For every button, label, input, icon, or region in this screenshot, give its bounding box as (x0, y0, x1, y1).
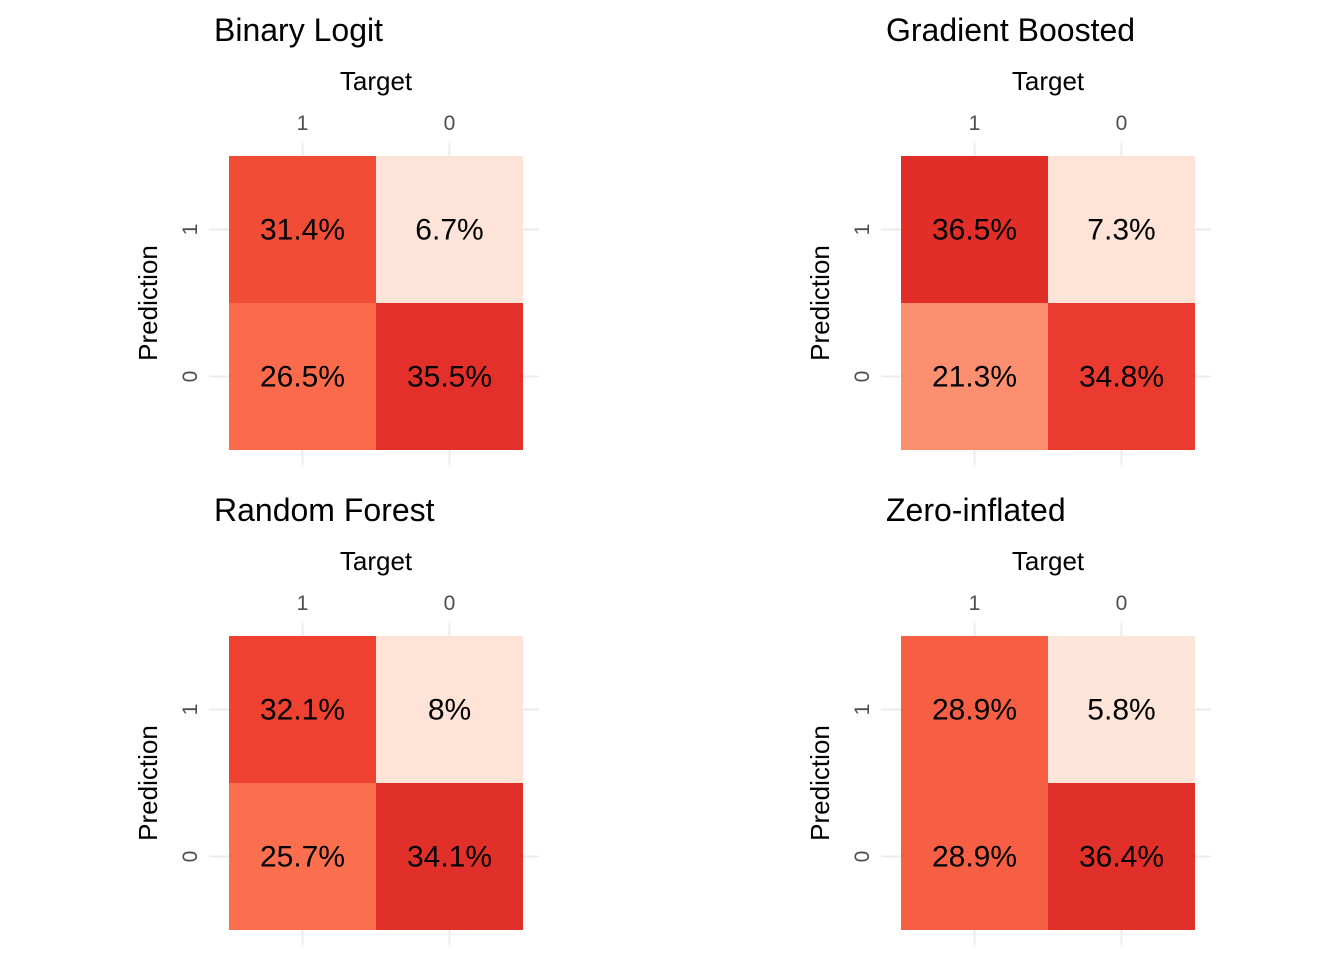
y-tick-label: 0 (851, 371, 874, 383)
x-tick-label: 0 (444, 112, 456, 135)
heatmap-tile (376, 303, 523, 450)
y-axis-title: Prediction (133, 245, 163, 361)
confusion-matrix-panel: 32.1% 8% 25.7% 34.1% 1 0 1 0 Target Prediction Ran… (133, 492, 539, 945)
y-tick-label: 1 (851, 224, 874, 236)
cell-value-label: 7.3% (1087, 214, 1155, 247)
x-tick-label: 0 (1116, 592, 1128, 615)
confusion-matrix-panel: 36.5% 7.3% 21.3% 34.8% 1 0 1 0 Target Prediction G… (805, 12, 1211, 465)
heatmap-tile (1048, 783, 1195, 930)
confusion-matrix-panel: 28.9% 5.8% 28.9% 36.4% 1 0 1 0 Target Prediction Z… (805, 492, 1211, 945)
cell-value-label: 34.8% (1079, 361, 1164, 394)
x-tick-label: 1 (297, 112, 309, 135)
cell-value-label: 34.1% (407, 841, 492, 874)
cell-value-label: 28.9% (932, 694, 1017, 727)
y-tick-label: 1 (179, 704, 202, 716)
cell-value-label: 36.4% (1079, 841, 1164, 874)
x-tick-label: 1 (969, 592, 981, 615)
heatmap-tile (901, 783, 1048, 930)
cell-value-label: 36.5% (932, 214, 1017, 247)
heatmap-tile (229, 636, 376, 783)
y-axis-title: Prediction (805, 725, 835, 841)
panel-title: Zero-inflated (886, 492, 1066, 528)
cell-value-label: 32.1% (260, 694, 345, 727)
panel-title: Random Forest (214, 492, 435, 528)
heatmap-tile (1048, 636, 1195, 783)
x-tick-label: 0 (1116, 112, 1128, 135)
y-tick-label: 0 (851, 851, 874, 863)
y-axis-title: Prediction (805, 245, 835, 361)
x-axis-title: Target (340, 66, 413, 96)
panel-title: Binary Logit (214, 12, 383, 48)
heatmap-tile (901, 636, 1048, 783)
y-tick-label: 0 (179, 851, 202, 863)
x-tick-label: 1 (297, 592, 309, 615)
panel-title: Gradient Boosted (886, 12, 1135, 48)
cell-value-label: 25.7% (260, 841, 345, 874)
x-axis-title: Target (340, 546, 413, 576)
x-axis-title: Target (1012, 66, 1085, 96)
cell-value-label: 31.4% (260, 214, 345, 247)
heatmap-tile (376, 783, 523, 930)
cell-value-label: 8% (428, 694, 471, 727)
heatmap-tile (376, 636, 523, 783)
heatmap-tile (1048, 156, 1195, 303)
cell-value-label: 28.9% (932, 841, 1017, 874)
cell-value-label: 21.3% (932, 361, 1017, 394)
x-tick-label: 0 (444, 592, 456, 615)
heatmap-tile (901, 303, 1048, 450)
heatmap-tile (901, 156, 1048, 303)
heatmap-tile (229, 303, 376, 450)
y-tick-label: 0 (179, 371, 202, 383)
y-tick-label: 1 (851, 704, 874, 716)
confusion-matrix-panel: 31.4% 6.7% 26.5% 35.5% 1 0 1 0 Target Prediction B… (133, 12, 539, 465)
cell-value-label: 35.5% (407, 361, 492, 394)
heatmap-tile (229, 783, 376, 930)
x-tick-label: 1 (969, 112, 981, 135)
cell-value-label: 5.8% (1087, 694, 1155, 727)
heatmap-tile (376, 156, 523, 303)
y-axis-title: Prediction (133, 725, 163, 841)
heatmap-tile (1048, 303, 1195, 450)
cell-value-label: 6.7% (415, 214, 483, 247)
cell-value-label: 26.5% (260, 361, 345, 394)
heatmap-tile (229, 156, 376, 303)
x-axis-title: Target (1012, 546, 1085, 576)
y-tick-label: 1 (179, 224, 202, 236)
